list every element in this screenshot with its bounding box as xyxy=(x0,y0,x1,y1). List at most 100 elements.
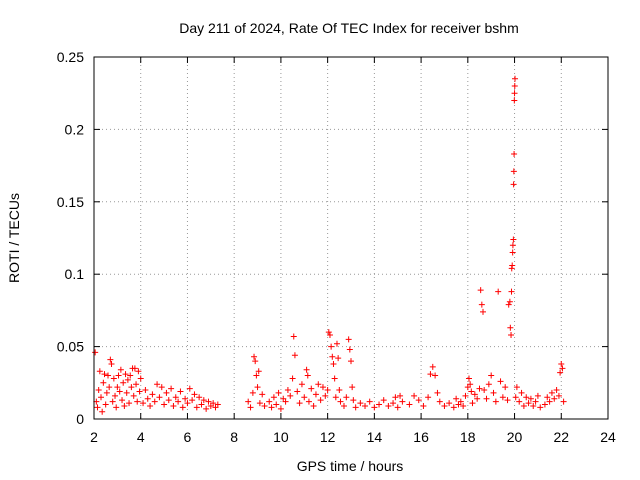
data-point xyxy=(523,394,530,401)
data-series-roti xyxy=(92,75,567,415)
data-point xyxy=(392,394,399,401)
data-point xyxy=(490,389,497,396)
data-point xyxy=(182,395,189,402)
data-point xyxy=(508,332,515,339)
data-point xyxy=(205,398,212,405)
data-point xyxy=(537,404,544,411)
data-point xyxy=(331,375,338,382)
data-point xyxy=(113,404,120,411)
x-axis-label: GPS time / hours xyxy=(297,458,404,474)
data-point xyxy=(476,385,483,392)
data-point xyxy=(254,384,261,391)
data-point xyxy=(99,408,106,415)
data-point xyxy=(154,381,161,388)
y-tick-label: 0.1 xyxy=(65,266,85,282)
data-point xyxy=(336,387,343,394)
data-point xyxy=(289,375,296,382)
data-point xyxy=(330,360,337,367)
data-point xyxy=(453,395,460,402)
data-point xyxy=(502,384,509,391)
data-point xyxy=(165,397,172,404)
y-axis: 0 0.05 0.1 0.15 0.2 0.25 xyxy=(57,49,608,427)
data-point xyxy=(136,388,143,395)
data-point xyxy=(477,287,484,294)
data-point xyxy=(511,151,518,158)
data-point xyxy=(467,381,474,388)
data-point xyxy=(509,242,516,249)
data-point xyxy=(98,394,105,401)
data-point xyxy=(425,394,432,401)
data-point xyxy=(558,360,565,367)
data-point xyxy=(312,391,319,398)
data-point xyxy=(366,398,373,405)
data-point xyxy=(115,372,122,379)
data-point xyxy=(308,385,315,392)
data-point xyxy=(551,395,558,402)
data-point xyxy=(520,402,527,409)
data-point xyxy=(198,401,205,408)
data-point xyxy=(151,398,158,405)
data-point xyxy=(179,404,186,411)
data-point xyxy=(495,288,502,295)
data-point xyxy=(270,394,277,401)
data-point xyxy=(506,298,513,305)
data-point xyxy=(532,398,539,405)
data-point xyxy=(357,400,364,407)
data-point xyxy=(326,332,333,339)
data-point xyxy=(471,391,478,398)
data-point xyxy=(142,387,149,394)
plot-frame xyxy=(93,56,609,420)
data-point xyxy=(548,389,555,396)
data-point xyxy=(123,389,130,396)
data-point xyxy=(170,402,177,409)
data-point xyxy=(108,360,115,367)
data-point xyxy=(508,288,515,295)
data-point xyxy=(555,392,562,399)
data-point xyxy=(135,368,142,375)
data-point xyxy=(303,366,310,373)
data-point xyxy=(137,375,144,382)
data-point xyxy=(106,384,113,391)
data-point xyxy=(429,363,436,370)
data-point xyxy=(474,395,481,402)
data-point xyxy=(346,346,353,353)
y-tick-label: 0.05 xyxy=(57,339,84,355)
data-point xyxy=(144,395,151,402)
data-point xyxy=(109,398,116,405)
data-point xyxy=(468,388,475,395)
data-point xyxy=(126,400,133,407)
data-point xyxy=(483,395,490,402)
x-tick-label: 14 xyxy=(367,429,383,445)
data-point xyxy=(385,402,392,409)
data-point xyxy=(193,404,200,411)
data-point xyxy=(511,90,518,97)
data-point xyxy=(546,398,553,405)
data-point xyxy=(406,401,413,408)
data-point xyxy=(282,398,289,405)
data-point xyxy=(497,378,504,385)
data-point xyxy=(480,308,487,315)
data-point xyxy=(557,369,564,376)
data-point xyxy=(457,398,464,405)
data-point xyxy=(117,366,124,373)
data-point xyxy=(259,391,266,398)
data-point xyxy=(200,397,207,404)
x-tick-label: 12 xyxy=(320,429,336,445)
data-point xyxy=(325,329,332,336)
data-point xyxy=(527,395,534,402)
data-point xyxy=(553,387,560,394)
data-point xyxy=(432,372,439,379)
data-point xyxy=(214,401,221,408)
data-point xyxy=(349,384,356,391)
data-point xyxy=(507,324,514,331)
x-axis: 2 4 6 8 10 12 14 16 18 20 22 24 xyxy=(90,57,616,445)
data-point xyxy=(114,384,121,391)
data-point xyxy=(116,388,123,395)
data-point xyxy=(335,355,342,362)
data-point xyxy=(268,404,275,411)
data-point xyxy=(397,392,404,399)
y-tick-label: 0.2 xyxy=(65,121,85,137)
data-point xyxy=(504,397,511,404)
data-point xyxy=(273,401,280,408)
